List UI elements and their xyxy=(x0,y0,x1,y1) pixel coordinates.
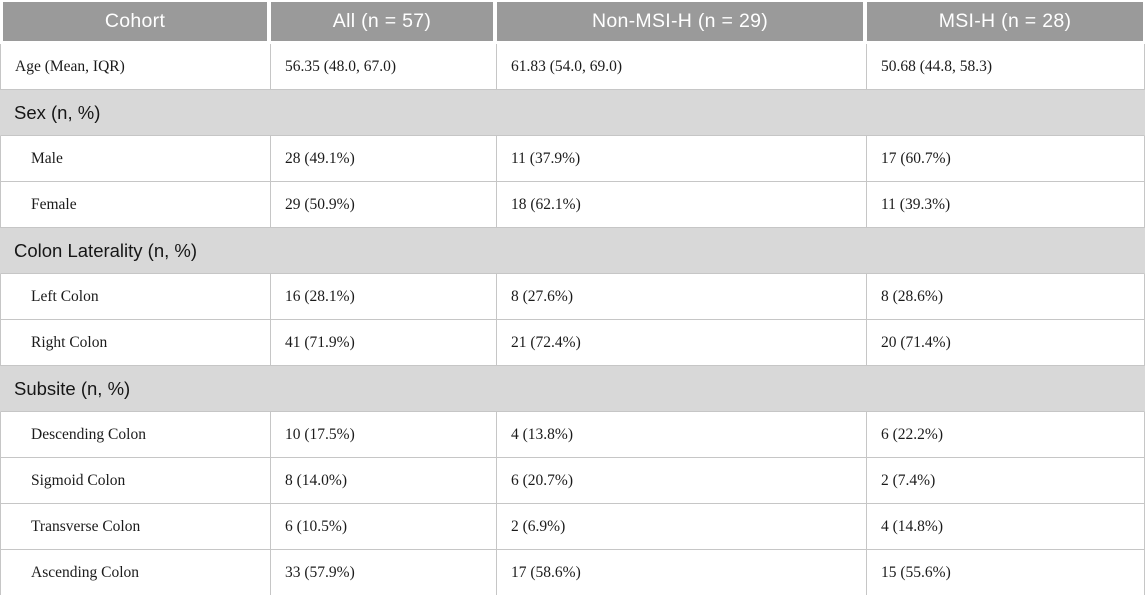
cell-value: 2 (6.9%) xyxy=(497,504,867,550)
table-row-right-colon: Right Colon 41 (71.9%) 21 (72.4%) 20 (71… xyxy=(0,320,1145,366)
table-header: Cohort All (n = 57) Non-MSI-H (n = 29) M… xyxy=(0,0,1145,44)
cell-value: 50.68 (44.8, 58.3) xyxy=(867,44,1145,90)
section-row-subsite: Subsite (n, %) xyxy=(0,366,1145,412)
column-header-cohort: Cohort xyxy=(0,0,271,44)
cell-value: 17 (60.7%) xyxy=(867,136,1145,182)
table-row-transverse-colon: Transverse Colon 6 (10.5%) 2 (6.9%) 4 (1… xyxy=(0,504,1145,550)
section-row-colon-laterality: Colon Laterality (n, %) xyxy=(0,228,1145,274)
row-label: Sigmoid Colon xyxy=(0,458,271,504)
cell-value: 15 (55.6%) xyxy=(867,550,1145,595)
cell-value: 2 (7.4%) xyxy=(867,458,1145,504)
row-label: Ascending Colon xyxy=(0,550,271,595)
section-label: Colon Laterality (n, %) xyxy=(0,228,1145,274)
cell-value: 6 (10.5%) xyxy=(271,504,497,550)
row-label: Descending Colon xyxy=(0,412,271,458)
table-body: Age (Mean, IQR) 56.35 (48.0, 67.0) 61.83… xyxy=(0,44,1145,595)
row-label: Right Colon xyxy=(0,320,271,366)
table-row-male: Male 28 (49.1%) 11 (37.9%) 17 (60.7%) xyxy=(0,136,1145,182)
table-row-ascending-colon: Ascending Colon 33 (57.9%) 17 (58.6%) 15… xyxy=(0,550,1145,595)
cell-value: 28 (49.1%) xyxy=(271,136,497,182)
cell-value: 41 (71.9%) xyxy=(271,320,497,366)
row-label: Left Colon xyxy=(0,274,271,320)
cell-value: 29 (50.9%) xyxy=(271,182,497,228)
cell-value: 10 (17.5%) xyxy=(271,412,497,458)
table-row-descending-colon: Descending Colon 10 (17.5%) 4 (13.8%) 6 … xyxy=(0,412,1145,458)
table-row-left-colon: Left Colon 16 (28.1%) 8 (27.6%) 8 (28.6%… xyxy=(0,274,1145,320)
cell-value: 6 (22.2%) xyxy=(867,412,1145,458)
row-label: Transverse Colon xyxy=(0,504,271,550)
cell-value: 33 (57.9%) xyxy=(271,550,497,595)
row-label: Male xyxy=(0,136,271,182)
column-header-all: All (n = 57) xyxy=(271,0,497,44)
cell-value: 20 (71.4%) xyxy=(867,320,1145,366)
cell-value: 6 (20.7%) xyxy=(497,458,867,504)
cell-value: 4 (13.8%) xyxy=(497,412,867,458)
section-label: Subsite (n, %) xyxy=(0,366,1145,412)
table-row-female: Female 29 (50.9%) 18 (62.1%) 11 (39.3%) xyxy=(0,182,1145,228)
cell-value: 4 (14.8%) xyxy=(867,504,1145,550)
table-row-age: Age (Mean, IQR) 56.35 (48.0, 67.0) 61.83… xyxy=(0,44,1145,90)
section-row-sex: Sex (n, %) xyxy=(0,90,1145,136)
row-label: Age (Mean, IQR) xyxy=(0,44,271,90)
cell-value: 61.83 (54.0, 69.0) xyxy=(497,44,867,90)
column-header-msi-h: MSI-H (n = 28) xyxy=(867,0,1145,44)
header-row: Cohort All (n = 57) Non-MSI-H (n = 29) M… xyxy=(0,0,1145,44)
cell-value: 8 (27.6%) xyxy=(497,274,867,320)
cell-value: 11 (37.9%) xyxy=(497,136,867,182)
cell-value: 8 (28.6%) xyxy=(867,274,1145,320)
cell-value: 21 (72.4%) xyxy=(497,320,867,366)
cell-value: 17 (58.6%) xyxy=(497,550,867,595)
cell-value: 11 (39.3%) xyxy=(867,182,1145,228)
column-header-non-msi-h: Non-MSI-H (n = 29) xyxy=(497,0,867,44)
cell-value: 16 (28.1%) xyxy=(271,274,497,320)
table-row-sigmoid-colon: Sigmoid Colon 8 (14.0%) 6 (20.7%) 2 (7.4… xyxy=(0,458,1145,504)
cell-value: 56.35 (48.0, 67.0) xyxy=(271,44,497,90)
cell-value: 18 (62.1%) xyxy=(497,182,867,228)
cell-value: 8 (14.0%) xyxy=(271,458,497,504)
section-label: Sex (n, %) xyxy=(0,90,1145,136)
row-label: Female xyxy=(0,182,271,228)
